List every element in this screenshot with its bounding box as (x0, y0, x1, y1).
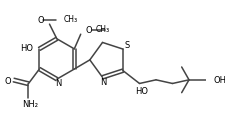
Text: HO: HO (135, 87, 148, 95)
Text: NH₂: NH₂ (22, 99, 38, 108)
Text: S: S (124, 41, 129, 50)
Text: CH₃: CH₃ (95, 25, 110, 34)
Text: O: O (86, 26, 92, 35)
Text: HO: HO (20, 44, 33, 53)
Text: OH: OH (214, 76, 225, 85)
Text: O: O (5, 76, 11, 85)
Text: N: N (56, 79, 62, 87)
Text: N: N (100, 78, 107, 87)
Text: CH₃: CH₃ (63, 15, 77, 24)
Text: O: O (37, 16, 44, 25)
